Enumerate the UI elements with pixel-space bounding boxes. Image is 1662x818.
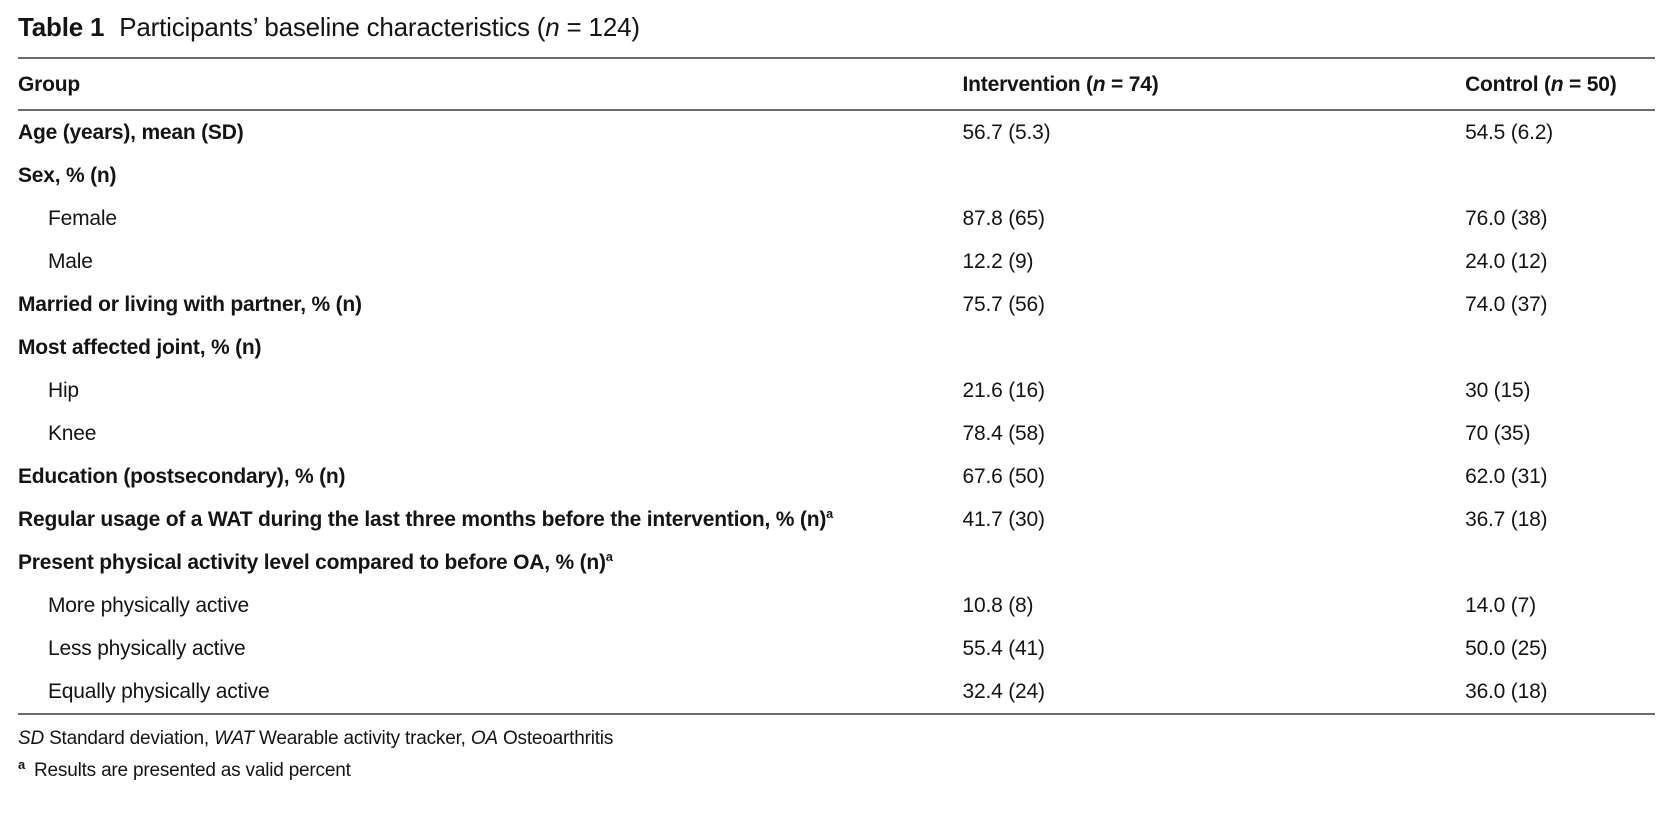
control-value xyxy=(1465,541,1655,584)
abbreviations-note: SD Standard deviation, WAT Wearable acti… xyxy=(18,728,1655,749)
table-row: Most affected joint, % (n) xyxy=(18,326,1655,369)
table-row: Hip 21.6 (16) 30 (15) xyxy=(18,369,1655,412)
row-label: Knee xyxy=(48,422,97,445)
text-segment: n xyxy=(1550,73,1564,96)
table-row: Equally physically active 32.4 (24) 36.0 (… xyxy=(18,670,1655,714)
row-label: Female xyxy=(48,207,117,230)
intervention-value: 12.2 (9) xyxy=(962,250,1034,273)
table-row: Present physical activity level compared… xyxy=(18,541,1655,584)
control-value: 50.0 (25) xyxy=(1465,637,1548,660)
row-label: More physically active xyxy=(48,594,250,617)
intervention-value: 55.4 (41) xyxy=(962,637,1045,660)
control-value xyxy=(1465,326,1655,369)
control-value: 36.0 (18) xyxy=(1465,680,1548,703)
footnote-a-text: Results are presented as valid percent xyxy=(34,760,351,781)
footnote-a: a Results are presented as valid percent xyxy=(18,756,1655,781)
row-label: Less physically active xyxy=(48,637,246,660)
intervention-value: 56.7 (5.3) xyxy=(962,121,1051,144)
control-value: 62.0 (31) xyxy=(1465,465,1548,488)
text-segment: Osteoarthritis xyxy=(497,728,614,749)
table-row: Married or living with partner, % (n) 75.… xyxy=(18,283,1655,326)
baseline-characteristics-table: Group Intervention (n = 74) Control (n =… xyxy=(18,57,1655,715)
table-row: Regular usage of a WAT during the last t… xyxy=(18,498,1655,541)
intervention-value xyxy=(963,541,1466,584)
table-row: Female 87.8 (65) 76.0 (38) xyxy=(18,197,1655,240)
control-value: 70 (35) xyxy=(1465,422,1531,445)
row-label: Hip xyxy=(48,379,79,402)
column-header-group: Group xyxy=(18,57,963,111)
text-segment: Control ( xyxy=(1465,73,1551,96)
row-label: Married or living with partner, % (n) xyxy=(18,293,362,316)
control-value: 30 (15) xyxy=(1465,379,1531,402)
intervention-value xyxy=(963,326,1466,369)
text-segment: = 124) xyxy=(559,12,640,42)
table-caption-text: Participants’ baseline characteristics (… xyxy=(119,12,640,42)
column-header-intervention: Intervention (n = 74) xyxy=(962,57,1466,111)
intervention-value: 87.8 (65) xyxy=(962,207,1045,230)
table-footnotes: SD Standard deviation, WAT Wearable acti… xyxy=(18,728,1655,781)
row-label: Sex, % (n) xyxy=(18,164,117,187)
intervention-value: 10.8 (8) xyxy=(962,594,1034,617)
control-value: 36.7 (18) xyxy=(1465,508,1548,531)
row-label: Most affected joint, % (n) xyxy=(18,336,262,359)
row-label: Regular usage of a WAT during the last t… xyxy=(18,507,833,531)
table-row: Age (years), mean (SD) 56.7 (5.3) 54.5 (6.… xyxy=(18,110,1655,154)
footnote-a-marker: a xyxy=(18,756,26,772)
intervention-value: 75.7 (56) xyxy=(962,293,1045,316)
intervention-value xyxy=(963,154,1466,197)
text-segment: Participants’ baseline characteristics ( xyxy=(119,12,546,42)
intervention-value: 78.4 (58) xyxy=(962,422,1045,445)
text-segment: SD xyxy=(18,728,44,749)
table-row: Knee 78.4 (58) 70 (35) xyxy=(18,412,1655,455)
table-row: More physically active 10.8 (8) 14.0 (7) xyxy=(18,584,1655,627)
control-value: 54.5 (6.2) xyxy=(1465,121,1553,144)
table-row: Male 12.2 (9) 24.0 (12) xyxy=(18,240,1655,283)
control-value: 76.0 (38) xyxy=(1465,207,1548,230)
table-header: Group Intervention (n = 74) Control (n =… xyxy=(18,57,1655,111)
intervention-value: 21.6 (16) xyxy=(962,379,1045,402)
header-row: Group Intervention (n = 74) Control (n =… xyxy=(18,57,1655,111)
text-segment: = 74) xyxy=(1105,73,1159,96)
text-segment: n xyxy=(545,12,560,42)
text-segment: Wearable activity tracker, xyxy=(253,728,471,749)
footnote-marker: a xyxy=(605,550,613,564)
text-segment: n xyxy=(1092,73,1106,96)
control-value xyxy=(1465,154,1655,197)
text-segment: = 50) xyxy=(1563,73,1617,96)
control-value: 24.0 (12) xyxy=(1465,250,1548,273)
row-label: Education (postsecondary), % (n) xyxy=(18,465,346,488)
intervention-value: 41.7 (30) xyxy=(962,508,1045,531)
table-row: Less physically active 55.4 (41) 50.0 (25) xyxy=(18,627,1655,670)
paper-table-figure: Table 1 Participants’ baseline characteri… xyxy=(18,12,1655,781)
row-label: Present physical activity level compared… xyxy=(18,550,613,574)
column-header-control: Control (n = 50) xyxy=(1465,57,1655,111)
table-row: Education (postsecondary), % (n) 67.6 (50… xyxy=(18,455,1655,498)
control-value: 74.0 (37) xyxy=(1465,293,1548,316)
control-value: 14.0 (7) xyxy=(1465,594,1536,617)
table-body: Age (years), mean (SD) 56.7 (5.3) 54.5 (6.… xyxy=(18,110,1655,714)
table-caption: Table 1 Participants’ baseline characteri… xyxy=(18,12,1655,42)
text-segment: OA xyxy=(470,728,498,749)
footnote-marker: a xyxy=(826,507,833,521)
intervention-value: 32.4 (24) xyxy=(962,680,1045,703)
table-number-label: Table 1 xyxy=(18,12,105,42)
row-label: Male xyxy=(48,250,93,273)
text-segment: Group xyxy=(18,73,80,96)
intervention-value: 67.6 (50) xyxy=(962,465,1045,488)
text-segment: WAT xyxy=(214,728,254,749)
table-row: Sex, % (n) xyxy=(18,154,1655,197)
row-label: Age (years), mean (SD) xyxy=(18,121,244,144)
row-label: Equally physically active xyxy=(48,680,270,703)
text-segment: Intervention ( xyxy=(962,73,1093,96)
text-segment: Standard deviation, xyxy=(44,728,215,749)
